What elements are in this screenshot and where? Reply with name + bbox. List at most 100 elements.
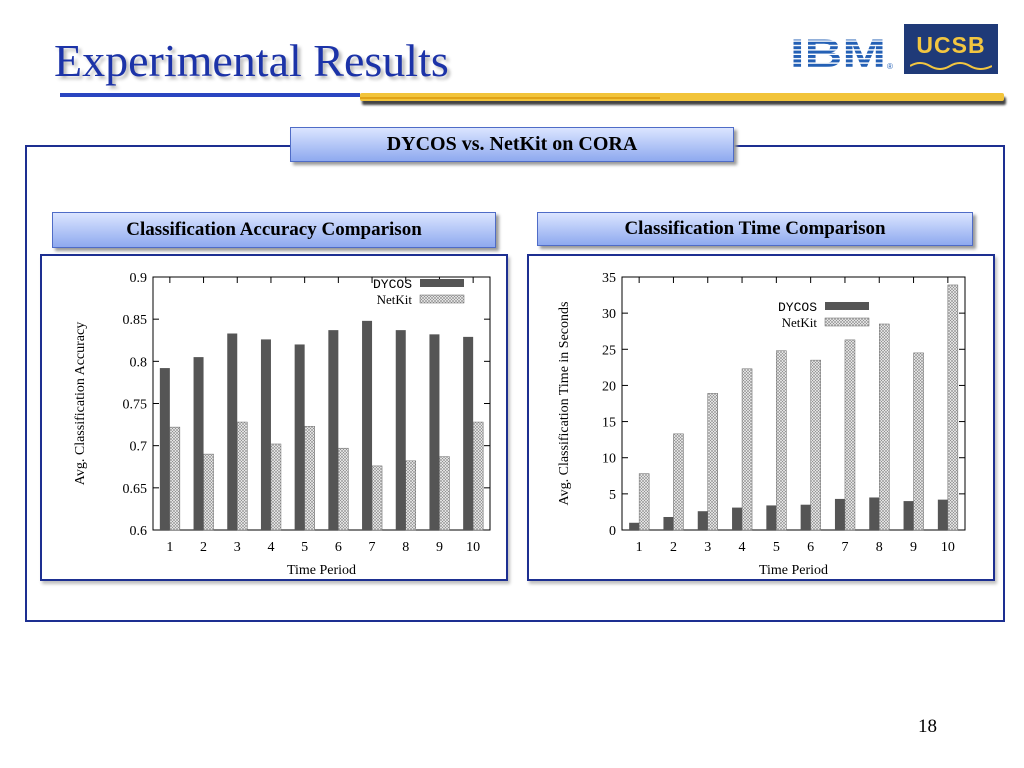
x-tick-label: 2 — [200, 540, 207, 555]
x-tick-label: 9 — [436, 540, 443, 555]
gold-rule — [360, 93, 1004, 101]
bar-dycos-4 — [260, 339, 271, 530]
x-tick-label: 1 — [166, 540, 173, 555]
bar-dycos-8 — [869, 497, 880, 530]
legend-swatch-dycos — [825, 302, 869, 310]
bar-netkit-2 — [673, 433, 684, 531]
bar-dycos-10 — [463, 336, 474, 530]
y-tick-label: 0.65 — [123, 482, 148, 497]
bar-dycos-4 — [732, 507, 743, 530]
bar-netkit-10 — [947, 284, 959, 531]
bar-netkit-6 — [810, 359, 821, 531]
bar-netkit-7 — [371, 465, 383, 531]
ucsb-logo: UCSB — [904, 24, 998, 74]
ibm-logo: IBM ® — [790, 33, 893, 73]
accuracy-chart-label: Classification Accuracy Comparison — [52, 212, 496, 248]
x-tick-label: 6 — [807, 540, 814, 555]
bar-netkit-3 — [707, 393, 718, 531]
x-tick-label: 3 — [234, 540, 241, 555]
bar-netkit-7 — [844, 339, 856, 531]
bar-dycos-2 — [663, 516, 674, 530]
y-tick-label: 0.7 — [130, 440, 148, 455]
x-tick-label: 4 — [267, 540, 274, 555]
bar-netkit-4 — [741, 368, 753, 531]
legend-label-dycos: DYCOS — [373, 277, 412, 292]
x-tick-label: 8 — [402, 540, 409, 555]
bar-netkit-6 — [338, 447, 349, 531]
y-tick-label: 5 — [609, 488, 616, 503]
page-number: 18 — [918, 716, 937, 737]
bar-dycos-10 — [937, 499, 948, 530]
legend-label-dycos: DYCOS — [778, 300, 817, 315]
x-axis-title: Time Period — [759, 563, 828, 578]
y-tick-label: 35 — [602, 271, 616, 286]
legend-swatch-dycos — [420, 279, 464, 287]
x-tick-label: 7 — [369, 540, 376, 555]
bar-dycos-1 — [629, 522, 640, 530]
x-axis-title: Time Period — [287, 563, 356, 578]
y-tick-label: 0.85 — [123, 313, 148, 328]
bar-dycos-2 — [193, 357, 204, 530]
bar-dycos-3 — [227, 333, 238, 530]
title-underline — [60, 93, 360, 97]
x-tick-label: 10 — [941, 540, 955, 555]
x-tick-label: 3 — [704, 540, 711, 555]
comparison-header: DYCOS vs. NetKit on CORA — [290, 127, 734, 162]
bar-dycos-7 — [362, 320, 373, 530]
y-tick-label: 15 — [602, 416, 616, 431]
y-tick-label: 0 — [609, 524, 616, 539]
time-chart-frame: 0 5 10 15 20 25 30 35 1 2 3 4 5 6 7 8 9 10 DYCOS NetKit Time… — [527, 254, 995, 581]
x-tick-label: 4 — [739, 540, 746, 555]
bar-netkit-9 — [913, 352, 924, 531]
bar-netkit-3 — [237, 421, 248, 531]
x-tick-label: 5 — [301, 540, 308, 555]
bar-netkit-2 — [203, 453, 214, 531]
y-tick-label: 0.6 — [130, 524, 148, 539]
bar-dycos-9 — [429, 334, 440, 530]
bar-netkit-9 — [439, 456, 450, 531]
y-tick-label: 0.9 — [130, 271, 148, 286]
bar-dycos-5 — [766, 505, 777, 530]
y-tick-label: 0.8 — [130, 355, 148, 370]
bar-dycos-7 — [834, 498, 845, 530]
bar-netkit-5 — [776, 350, 787, 531]
legend-swatch-netkit — [824, 317, 870, 327]
bar-netkit-1 — [638, 473, 650, 531]
legend-label-netkit: NetKit — [782, 315, 818, 330]
y-axis-title: Avg. Classification Time in Seconds — [557, 302, 572, 506]
svg-text:IBM: IBM — [790, 33, 886, 73]
slide-title: Experimental Results — [54, 35, 449, 86]
y-tick-label: 30 — [602, 307, 616, 322]
accuracy-chart: 0.6 0.65 0.7 0.75 0.8 0.85 0.9 1 2 3 4 5 6 7 8 9 10 DYCOS… — [73, 271, 491, 578]
x-tick-label: 10 — [466, 540, 480, 555]
x-tick-label: 9 — [910, 540, 917, 555]
plot-area — [621, 276, 966, 531]
bar-dycos-1 — [159, 368, 170, 530]
bar-netkit-10 — [472, 421, 484, 531]
y-tick-label: 20 — [602, 379, 616, 394]
svg-text:®: ® — [887, 62, 893, 71]
bar-dycos-5 — [294, 344, 305, 530]
bar-dycos-8 — [395, 330, 406, 530]
accuracy-chart-frame: 0.6 0.65 0.7 0.75 0.8 0.85 0.9 1 2 3 4 5 6 7 8 9 10 DYCOS… — [40, 254, 508, 581]
y-axis-title: Avg. Classification Accuracy — [73, 322, 88, 485]
bar-netkit-5 — [304, 426, 315, 531]
x-tick-label: 5 — [773, 540, 780, 555]
bar-dycos-6 — [800, 504, 811, 530]
x-tick-label: 6 — [335, 540, 342, 555]
bar-dycos-3 — [697, 511, 708, 530]
y-tick-label: 25 — [602, 343, 616, 358]
bar-dycos-9 — [903, 501, 914, 530]
bar-netkit-4 — [270, 443, 282, 531]
legend-swatch-netkit — [419, 294, 465, 304]
bar-netkit-1 — [169, 426, 181, 531]
x-tick-label: 7 — [841, 540, 848, 555]
time-chart-label: Classification Time Comparison — [537, 212, 973, 246]
gold-rule-accent — [360, 97, 660, 99]
bar-netkit-8 — [879, 323, 890, 531]
bar-dycos-6 — [328, 330, 339, 530]
x-tick-label: 8 — [876, 540, 883, 555]
bar-netkit-8 — [405, 460, 416, 531]
legend-label-netkit: NetKit — [377, 292, 413, 307]
